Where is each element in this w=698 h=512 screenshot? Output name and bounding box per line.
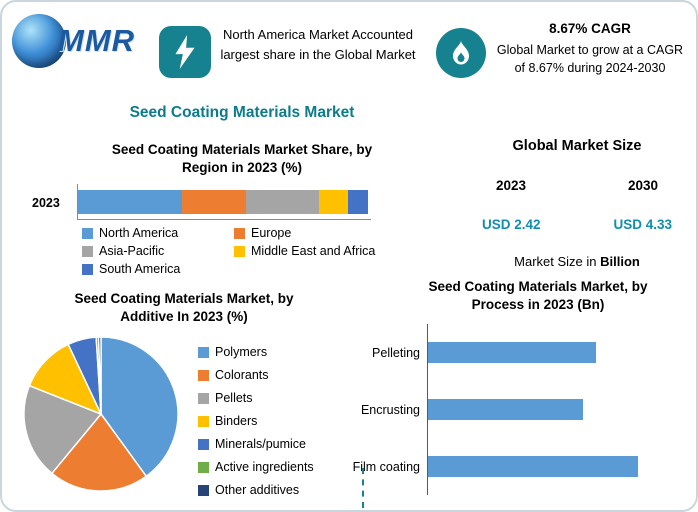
mmr-logo: MMR xyxy=(12,14,135,68)
legend-item-south-america: South America xyxy=(82,262,230,276)
dashed-divider xyxy=(362,468,364,508)
legend-item-europe: Europe xyxy=(234,226,387,240)
region-segment-europe xyxy=(182,190,247,214)
legend-swatch xyxy=(198,392,209,404)
legend-label: Pellets xyxy=(215,391,253,405)
cagr-title: 8.67% CAGR xyxy=(549,21,631,36)
year-end: 2030 xyxy=(627,178,658,193)
market-size-years: 2023 2030 xyxy=(470,178,684,193)
legend-item-active-ingredients: Active ingredients xyxy=(198,460,314,474)
note-prefix: Market Size in xyxy=(514,254,601,269)
legend-label: Colorants xyxy=(215,368,269,382)
legend-item-other-additives: Other additives xyxy=(198,483,314,497)
legend-label: Polymers xyxy=(215,345,268,359)
legend-swatch xyxy=(198,346,209,358)
legend-label: South America xyxy=(99,262,181,276)
legend-swatch xyxy=(82,245,93,257)
region-segment-middle-east-and-africa xyxy=(318,190,348,214)
process-chart: Pelleting Encrusting Film coating xyxy=(352,324,690,495)
legend-swatch xyxy=(82,227,93,239)
process-track xyxy=(427,324,690,381)
legend-swatch xyxy=(198,484,209,496)
region-segment-north-america xyxy=(78,190,183,214)
process-label: Encrusting xyxy=(360,402,420,417)
process-track xyxy=(427,438,690,495)
global-market-size-panel: Global Market Size 2023 2030 USD 2.42 US… xyxy=(470,138,684,269)
highlight-cagr: 8.67% CAGR Global Market to grow at a CA… xyxy=(490,19,690,77)
legend-swatch xyxy=(198,369,209,381)
legend-label: Active ingredients xyxy=(215,460,314,474)
region-chart-title: Seed Coating Materials Market Share, by … xyxy=(111,142,373,176)
legend-swatch xyxy=(234,227,245,239)
legend-label: Asia-Pacific xyxy=(99,244,165,258)
logo-text: MMR xyxy=(58,23,136,58)
legend-label: Minerals/pumice xyxy=(215,437,307,451)
lightning-icon xyxy=(159,26,211,78)
legend-item-polymers: Polymers xyxy=(198,345,314,359)
additive-legend: Polymers Colorants Pellets Binders Minerals/… xyxy=(198,345,314,497)
legend-swatch xyxy=(198,415,209,427)
legend-swatch xyxy=(234,245,245,257)
process-row-film-coating: Film coating xyxy=(352,438,690,495)
legend-label: Middle East and Africa xyxy=(251,244,376,258)
legend-label: Binders xyxy=(215,414,258,428)
process-row-pelleting: Pelleting xyxy=(352,324,690,381)
region-year-label: 2023 xyxy=(32,196,60,210)
process-bar-encrusting xyxy=(428,399,584,420)
process-chart-title: Seed Coating Materials Market, by Proces… xyxy=(428,279,648,313)
legend-item-middle-east-and-africa: Middle East and Africa xyxy=(234,244,387,258)
legend-label: Other additives xyxy=(215,483,300,497)
process-label: Pelleting xyxy=(372,345,420,360)
pie-slice-polymers xyxy=(100,336,179,478)
region-stacked-bar xyxy=(78,190,368,214)
value-start: USD 2.42 xyxy=(482,217,541,232)
region-x-axis xyxy=(77,219,371,220)
value-end: USD 4.33 xyxy=(613,217,672,232)
flame-icon xyxy=(436,28,486,78)
legend-swatch xyxy=(198,461,209,473)
process-row-encrusting: Encrusting xyxy=(352,381,690,438)
market-size-values: USD 2.42 USD 4.33 xyxy=(470,217,684,232)
process-label: Film coating xyxy=(352,459,420,474)
legend-swatch xyxy=(198,438,209,450)
legend-item-minerals-pumice: Minerals/pumice xyxy=(198,437,314,451)
region-segment-south-america xyxy=(347,190,368,214)
additive-pie-chart xyxy=(23,336,179,492)
legend-item-pellets: Pellets xyxy=(198,391,314,405)
additive-chart-title: Seed Coating Materials Market, by Additi… xyxy=(74,291,294,325)
note-unit: Billion xyxy=(600,254,640,269)
page-title: Seed Coating Materials Market xyxy=(129,104,355,121)
legend-item-colorants: Colorants xyxy=(198,368,314,382)
legend-label: North America xyxy=(99,226,179,240)
process-bar-pelleting xyxy=(428,342,596,363)
pie-slice-pellets xyxy=(23,384,103,475)
legend-label: Europe xyxy=(251,226,292,240)
legend-swatch xyxy=(82,263,93,275)
legend-item-asia-pacific: Asia-Pacific xyxy=(82,244,230,258)
globe-icon xyxy=(12,14,66,68)
market-size-note: Market Size in Billion xyxy=(470,254,684,269)
process-track xyxy=(427,381,690,438)
region-segment-asia-pacific xyxy=(246,190,319,214)
region-legend: North America Europe Asia-Pacific Middle Ea… xyxy=(82,226,387,276)
pie-slice-other-additives xyxy=(97,336,102,415)
pie-slice-colorants xyxy=(50,412,148,492)
cagr-text: Global Market to grow at a CAGR of 8.67%… xyxy=(496,42,684,75)
process-bar-film-coating xyxy=(428,456,638,477)
year-start: 2023 xyxy=(496,178,527,193)
legend-item-north-america: North America xyxy=(82,226,230,240)
highlight-north-america-text: North America Market Accounted largest s… xyxy=(220,27,416,62)
region-y-axis xyxy=(77,184,78,220)
legend-item-binders: Binders xyxy=(198,414,314,428)
market-size-title: Global Market Size xyxy=(512,138,642,154)
